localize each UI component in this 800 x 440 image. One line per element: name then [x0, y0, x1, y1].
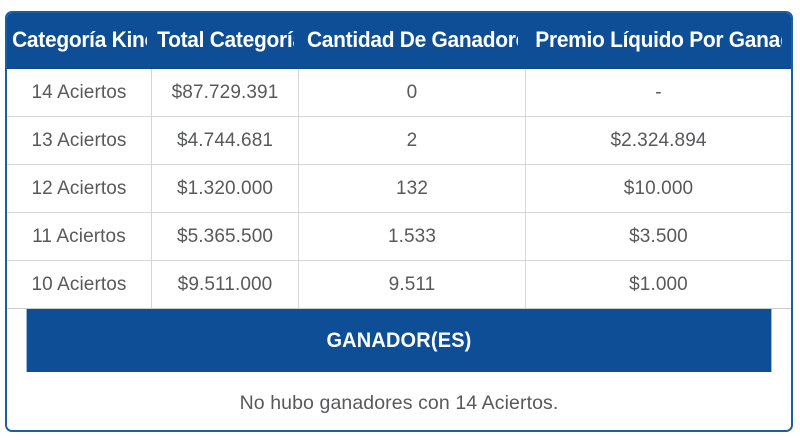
- cell-total-categoria: $1.320.000: [152, 165, 299, 212]
- table-row: 11 Aciertos $5.365.500 1.533 $3.500: [7, 213, 791, 261]
- cell-cantidad-ganadores: 1.533: [299, 213, 526, 260]
- cell-categoria: 10 Aciertos: [7, 261, 152, 308]
- cell-categoria: 11 Aciertos: [7, 213, 152, 260]
- table-row: 13 Aciertos $4.744.681 2 $2.324.894: [7, 117, 791, 165]
- cell-cantidad-ganadores: 0: [299, 69, 526, 116]
- table-row: 10 Aciertos $9.511.000 9.511 $1.000: [7, 261, 791, 309]
- table-row: 14 Aciertos $87.729.391 0 -: [7, 69, 791, 117]
- winners-section-banner: GANADOR(ES): [26, 309, 772, 372]
- cell-categoria: 14 Aciertos: [7, 69, 152, 116]
- table-body: 14 Aciertos $87.729.391 0 - 13 Aciertos …: [7, 69, 791, 309]
- kino-results-table: Categoría Kino Total Categoría Cantidad …: [5, 11, 793, 432]
- cell-cantidad-ganadores: 9.511: [299, 261, 526, 308]
- cell-premio-por-ganador: -: [655, 81, 662, 103]
- column-header-premio-liquido-por-ganador: Premio Líquido Por Ganador: [535, 27, 781, 52]
- cell-total-categoria: $4.744.681: [152, 117, 299, 164]
- cell-cantidad-ganadores: 2: [299, 117, 526, 164]
- winners-note-text: No hubo ganadores con 14 Aciertos.: [7, 372, 791, 430]
- cell-premio-por-ganador: $10.000: [623, 177, 694, 199]
- cell-premio-por-ganador: $2.324.894: [610, 129, 707, 151]
- cell-total-categoria: $87.729.391: [152, 69, 299, 116]
- column-header-cantidad-de-ganadores: Cantidad De Ganadores: [306, 27, 519, 52]
- table-header-row: Categoría Kino Total Categoría Cantidad …: [7, 13, 791, 69]
- cell-premio-por-ganador: $3.500: [629, 225, 688, 247]
- cell-cantidad-ganadores: 132: [299, 165, 526, 212]
- column-header-categoria-kino: Categoría Kino: [12, 27, 147, 52]
- table-row: 12 Aciertos $1.320.000 132 $10.000: [7, 165, 791, 213]
- column-header-total-categoria: Total Categoría: [157, 27, 294, 52]
- cell-premio-por-ganador: $1.000: [629, 273, 688, 295]
- cell-categoria: 13 Aciertos: [7, 117, 152, 164]
- cell-categoria: 12 Aciertos: [7, 165, 152, 212]
- cell-total-categoria: $9.511.000: [152, 261, 299, 308]
- cell-total-categoria: $5.365.500: [152, 213, 299, 260]
